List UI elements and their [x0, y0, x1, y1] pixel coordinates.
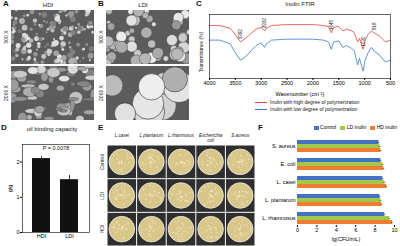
svg-text:4000: 4000	[203, 80, 215, 86]
svg-text:0: 0	[296, 227, 299, 233]
html-text:L.casei: L.casei	[114, 133, 129, 138]
svg-text:lg(CFU/mL): lg(CFU/mL)	[332, 236, 361, 242]
html-text:Inulin with high degree of pol: Inulin with high degree of polymerizatio…	[270, 99, 360, 105]
html-text:Control: Control	[320, 124, 337, 130]
html-text:A: A	[3, 0, 9, 8]
html-text:C: C	[196, 0, 202, 8]
svg-text:8: 8	[374, 227, 377, 233]
html-text:Transmittance (%): Transmittance (%)	[197, 31, 204, 73]
svg-text:1500: 1500	[333, 80, 345, 86]
svg-text:3392: 3392	[238, 29, 243, 40]
html-text:Escherichia coli: Escherichia coli	[199, 133, 223, 143]
svg-text:10: 10	[391, 227, 397, 233]
html-text:2000 X: 2000 X	[2, 85, 9, 101]
svg-text:3000: 3000	[255, 80, 267, 86]
svg-text:L. plantarum: L. plantarum	[265, 197, 296, 203]
html-text:HDI: HDI	[98, 224, 105, 234]
svg-text:L. rhamnosus: L. rhamnosus	[262, 215, 296, 221]
html-text:HDI: HDI	[42, 2, 54, 8]
svg-text:1030: 1030	[361, 36, 366, 47]
html-text:Control: Control	[98, 153, 105, 170]
html-text:F: F	[258, 123, 263, 132]
html-text:LDI: LDI	[98, 191, 105, 200]
svg-text:6: 6	[354, 227, 357, 233]
html-text:L.rhamnosus: L.rhamnosus	[168, 133, 194, 138]
svg-text:S. aureus: S. aureus	[272, 143, 296, 149]
svg-text:500: 500	[386, 80, 395, 86]
html-text:LD inulin: LD inulin	[346, 124, 367, 130]
html-text:HD inulin: HD inulin	[376, 124, 397, 130]
svg-text:P = 0.0078: P = 0.0078	[43, 145, 70, 151]
html-text:S.aureus: S.aureus	[231, 133, 250, 138]
svg-text:2500: 2500	[281, 80, 293, 86]
svg-text:L. casei: L. casei	[277, 179, 296, 185]
html-text:2000 X: 2000 X	[97, 85, 104, 101]
svg-text:Wavenumber (cm⁻¹): Wavenumber (cm⁻¹)	[276, 91, 325, 97]
html-text:B: B	[98, 0, 104, 8]
svg-text:E. coli: E. coli	[281, 161, 296, 167]
svg-text:2932: 2932	[262, 18, 267, 29]
html-text:L.plantarum: L.plantarum	[139, 133, 164, 138]
svg-text:4: 4	[335, 227, 338, 233]
html-text:Inulin with low degree of poly: Inulin with low degree of polymerization	[270, 106, 358, 112]
html-text:500 X: 500 X	[2, 30, 9, 44]
svg-text:LDI: LDI	[65, 233, 74, 239]
svg-text:1000: 1000	[359, 80, 371, 86]
svg-text:0: 0	[16, 229, 19, 235]
svg-text:g/g: g/g	[7, 185, 13, 193]
svg-text:1: 1	[16, 194, 19, 200]
svg-text:818: 818	[371, 22, 376, 30]
html-text:LDI: LDI	[138, 2, 148, 8]
html-text:oil binding capacity: oil binding capacity	[26, 126, 78, 132]
html-text:Inulin FTIR: Inulin FTIR	[285, 1, 315, 7]
svg-text:2: 2	[315, 227, 318, 233]
html-text:500 X: 500 X	[97, 30, 104, 44]
html-text:D: D	[1, 123, 7, 132]
svg-text:HDI: HDI	[37, 233, 47, 239]
html-text:E: E	[98, 123, 104, 132]
svg-text:2000: 2000	[307, 80, 319, 86]
svg-text:2: 2	[16, 159, 19, 165]
svg-text:3500: 3500	[229, 80, 241, 86]
svg-text:1645: 1645	[329, 20, 334, 31]
